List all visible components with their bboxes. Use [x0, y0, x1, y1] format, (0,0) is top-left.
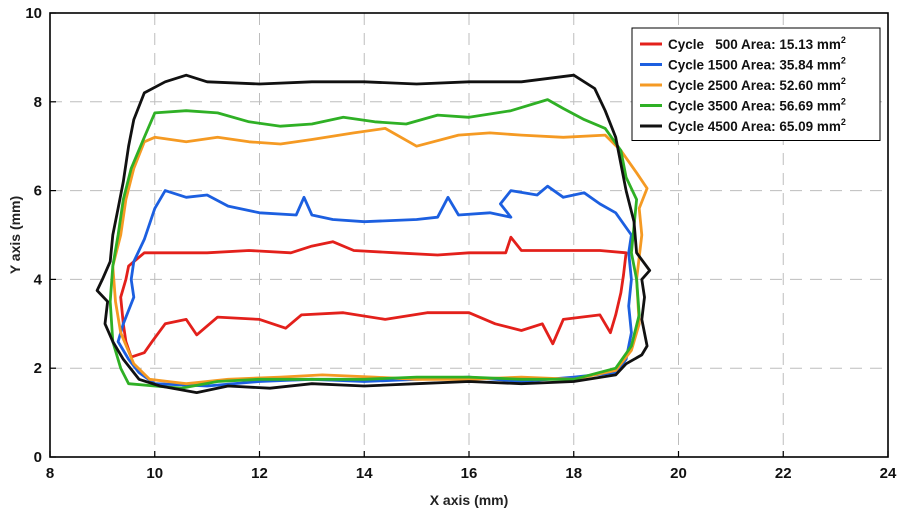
series-1-contour — [119, 235, 628, 359]
x-tick-label: 12 — [251, 465, 268, 482]
x-tick-label: 8 — [46, 465, 54, 482]
y-tick-label: 0 — [34, 449, 42, 466]
x-tick-label: 20 — [670, 465, 687, 482]
legend-label: Cycle 2500 Area: 52.60 mm2 — [668, 76, 846, 93]
y-tick-label: 4 — [34, 271, 43, 288]
series-5-contour — [95, 73, 652, 395]
x-axis-title: X axis (mm) — [430, 492, 509, 508]
grid — [50, 13, 888, 457]
x-tick-label: 16 — [461, 465, 478, 482]
y-axis-title: Y axis (mm) — [7, 196, 23, 274]
x-tick-label: 22 — [775, 465, 792, 482]
series-4-contour — [108, 98, 641, 390]
x-tick-label: 10 — [146, 465, 163, 482]
y-tick-label: 8 — [34, 94, 42, 111]
series-3-contour — [111, 126, 649, 386]
legend-label: Cycle 500 Area: 15.13 mm2 — [668, 35, 846, 52]
legend-label: Cycle 4500 Area: 65.09 mm2 — [668, 117, 846, 134]
legend-label: Cycle 3500 Area: 56.69 mm2 — [668, 97, 846, 114]
x-tick-label: 18 — [565, 465, 582, 482]
series-2-contour — [116, 184, 633, 388]
y-tick-label: 10 — [25, 5, 42, 22]
legend-box — [631, 27, 881, 141]
y-tick-label: 6 — [34, 183, 42, 200]
legend: Cycle 500 Area: 15.13 mm2 Cycle 1500 Area… — [631, 27, 881, 141]
y-tick-label: 2 — [34, 360, 42, 377]
series-group — [95, 73, 652, 395]
x-tick-label: 14 — [356, 465, 373, 482]
x-tick-label: 24 — [880, 465, 897, 482]
legend-label: Cycle 1500 Area: 35.84 mm2 — [668, 56, 846, 73]
